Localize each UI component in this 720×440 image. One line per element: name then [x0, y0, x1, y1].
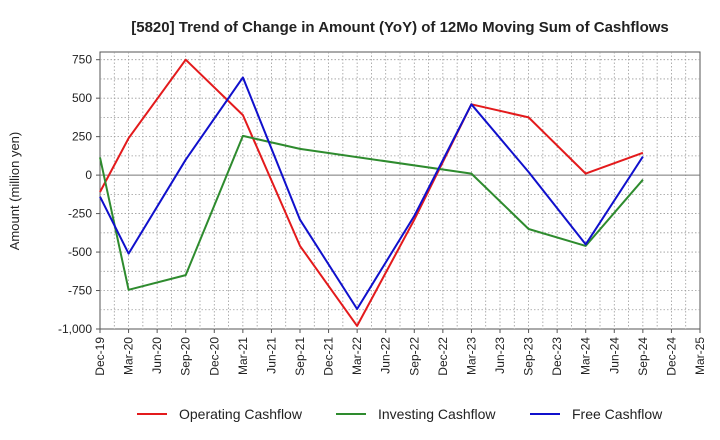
x-tick-label: Mar-23 — [464, 337, 478, 375]
x-tick-label: Dec-23 — [550, 337, 564, 376]
y-tick-label: -750 — [68, 284, 92, 298]
x-tick-label: Dec-19 — [93, 337, 107, 376]
x-tick-label: Sep-23 — [522, 337, 536, 376]
series-line-investing-cashflow — [99, 134, 644, 291]
y-tick-label: 750 — [72, 53, 92, 67]
legend-label-investing-cashflow: Investing Cashflow — [378, 406, 496, 422]
x-tick-label: Jun-22 — [379, 337, 393, 374]
y-tick-label: -500 — [68, 245, 92, 259]
chart-title: [5820] Trend of Change in Amount (YoY) o… — [131, 19, 669, 36]
x-tick-label: Jun-21 — [264, 337, 278, 374]
legend-label-free-cashflow: Free Cashflow — [572, 406, 663, 422]
y-axis-label: Amount (million yen) — [7, 132, 22, 251]
x-tick-label: Sep-22 — [407, 337, 421, 376]
x-tick-label: Jun-23 — [493, 337, 507, 374]
legend-label-operating-cashflow: Operating Cashflow — [179, 406, 303, 422]
x-tick-label: Sep-21 — [293, 337, 307, 376]
x-tick-label: Jun-20 — [150, 337, 164, 374]
series-line-free-cashflow — [99, 76, 644, 310]
x-tick-label: Dec-24 — [664, 337, 678, 376]
x-tick-label: Mar-25 — [693, 337, 707, 375]
horizontal-gridlines — [100, 59, 700, 311]
series-layer — [99, 58, 644, 327]
x-tick-label: Dec-20 — [207, 337, 221, 376]
x-tick-label: Mar-20 — [122, 337, 136, 375]
x-axis-ticks: Dec-19 Mar-20 Jun-20 Sep-20 Dec-20 Mar-21 Jun-… — [93, 329, 707, 376]
y-tick-label: -250 — [68, 207, 92, 221]
series-line-operating-cashflow — [99, 58, 644, 327]
y-tick-label: 0 — [85, 168, 92, 182]
x-tick-label: Dec-22 — [436, 337, 450, 376]
x-tick-label: Jun-24 — [607, 337, 621, 374]
y-tick-label: 500 — [72, 91, 92, 105]
y-tick-label: 250 — [72, 130, 92, 144]
x-tick-label: Sep-20 — [179, 337, 193, 376]
x-tick-label: Sep-24 — [636, 337, 650, 376]
y-tick-label: -1,000 — [58, 322, 92, 336]
x-tick-label: Mar-24 — [579, 337, 593, 375]
x-tick-label: Mar-22 — [350, 337, 364, 375]
legend: Operating Cashflow Investing Cashflow Free… — [137, 406, 663, 422]
x-tick-label: Mar-21 — [236, 337, 250, 375]
y-axis-ticks: 750 500 250 0 -250 -500 -750 -1,000 — [58, 53, 100, 336]
x-tick-label: Dec-21 — [322, 337, 336, 376]
